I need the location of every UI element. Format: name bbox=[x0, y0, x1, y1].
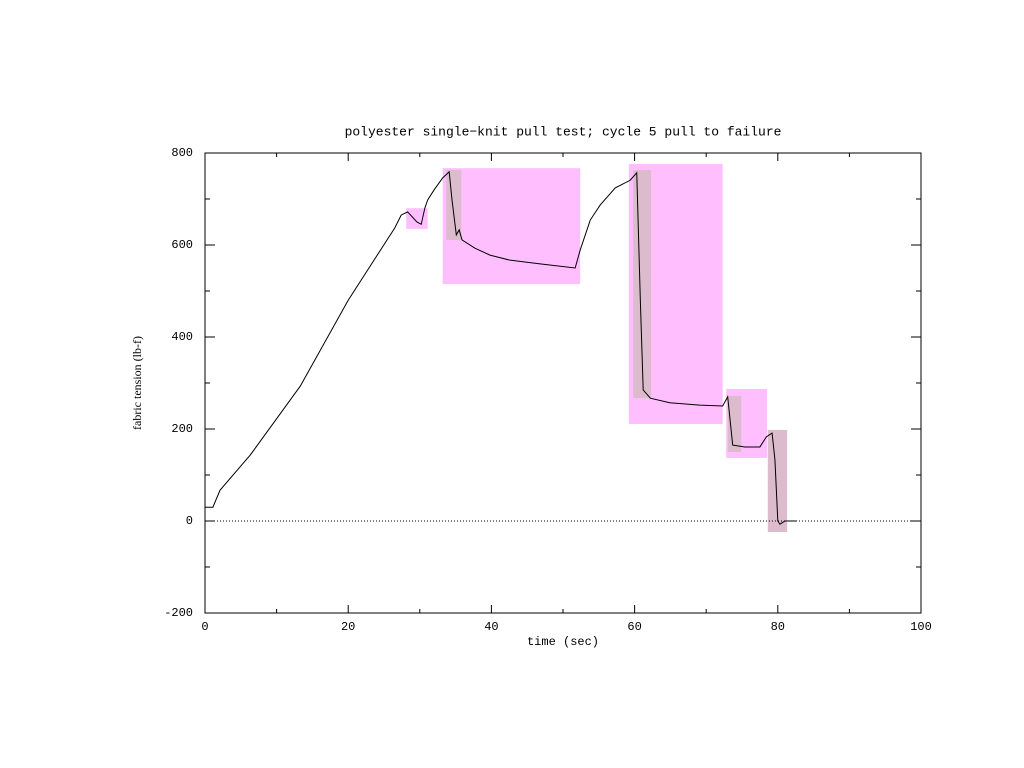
highlight-region bbox=[727, 395, 742, 452]
chart-title: polyester single−knit pull test; cycle 5… bbox=[345, 124, 782, 139]
x-tick-label: 100 bbox=[910, 620, 932, 634]
highlight-region bbox=[442, 168, 581, 285]
y-axis-label: fabric tension (lb-f) bbox=[130, 336, 144, 430]
y-tick-label: -200 bbox=[164, 606, 193, 620]
y-tick-label: 0 bbox=[186, 514, 193, 528]
x-tick-label: 20 bbox=[341, 620, 355, 634]
y-tick-label: 400 bbox=[171, 330, 193, 344]
x-tick-label: 80 bbox=[771, 620, 785, 634]
data-line bbox=[205, 170, 798, 525]
x-tick-label: 60 bbox=[627, 620, 641, 634]
y-tick-label: 600 bbox=[171, 238, 193, 252]
highlight-region bbox=[446, 170, 462, 240]
highlight-region bbox=[633, 170, 652, 399]
y-tick-label: 800 bbox=[171, 146, 193, 160]
highlight-region bbox=[767, 429, 788, 533]
x-tick-label: 0 bbox=[201, 620, 208, 634]
x-tick-label: 40 bbox=[484, 620, 498, 634]
x-axis-label: time (sec) bbox=[527, 635, 599, 649]
y-tick-label: 200 bbox=[171, 422, 193, 436]
highlight-region bbox=[406, 208, 428, 229]
